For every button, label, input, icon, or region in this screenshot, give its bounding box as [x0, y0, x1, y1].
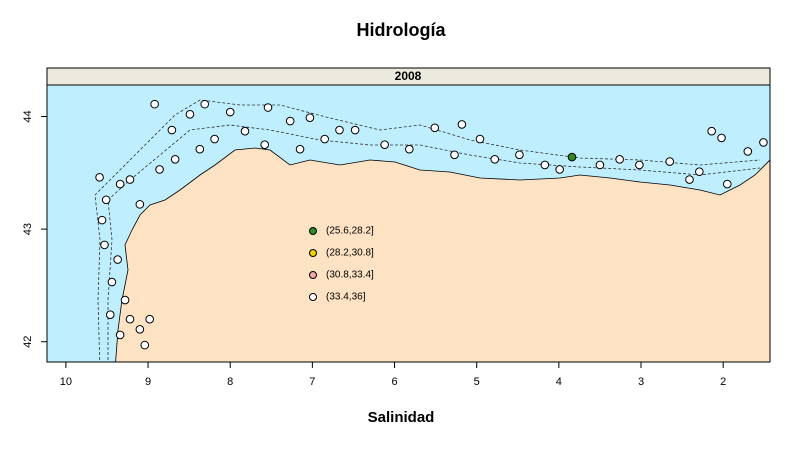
point: [722, 179, 732, 189]
point: [615, 155, 624, 164]
point: [170, 155, 180, 164]
chart-title: Hidrología: [357, 20, 447, 40]
point: [567, 152, 577, 162]
panel-label: 2008: [395, 69, 422, 83]
legend-marker: [309, 271, 317, 279]
point: [685, 175, 694, 184]
point: [107, 277, 117, 287]
point: [225, 107, 235, 117]
x-tick-label: 8: [227, 376, 233, 388]
point: [101, 195, 111, 205]
legend-marker: [309, 227, 317, 235]
point: [115, 330, 125, 340]
point: [200, 99, 210, 109]
point: [185, 109, 195, 119]
legend-label: (25.6,28.2]: [326, 226, 374, 237]
point: [95, 173, 104, 182]
point: [240, 126, 250, 136]
point: [113, 255, 122, 264]
point: [125, 175, 135, 184]
x-axis-label: Salinidad: [368, 409, 435, 426]
point: [145, 314, 154, 324]
x-tick-label: 9: [145, 376, 151, 388]
y-tick-label: 43: [22, 223, 34, 235]
point: [743, 147, 753, 156]
point: [457, 120, 467, 129]
x-tick-label: 10: [60, 376, 72, 388]
point: [475, 134, 485, 144]
point: [350, 125, 360, 135]
point: [759, 138, 768, 147]
point: [320, 134, 329, 144]
point: [115, 179, 125, 189]
point: [595, 160, 605, 170]
point: [430, 123, 440, 133]
point: [707, 126, 716, 136]
isobath: [107, 124, 761, 362]
point: [635, 160, 644, 170]
point: [380, 140, 389, 149]
legend-label: (33.4,36]: [326, 292, 366, 303]
legend-marker: [309, 293, 317, 301]
point: [135, 325, 145, 334]
x-tick-label: 2: [720, 376, 726, 388]
point: [305, 113, 315, 122]
point: [125, 314, 135, 324]
point: [335, 125, 344, 135]
point: [140, 340, 150, 350]
point: [97, 215, 107, 225]
point: [665, 157, 675, 166]
point: [515, 150, 524, 160]
x-tick-label: 5: [474, 376, 480, 388]
legend-label: (28.2,30.8]: [326, 248, 374, 259]
point: [135, 200, 145, 209]
point: [150, 99, 159, 109]
point: [260, 140, 270, 149]
legend-marker: [309, 249, 317, 257]
panel-border: [46, 84, 771, 363]
point: [717, 133, 726, 143]
x-tick-label: 7: [309, 376, 315, 388]
legend-label: (30.8,33.4]: [326, 270, 374, 281]
y-tick-label: 42: [22, 336, 34, 348]
x-tick-label: 6: [391, 376, 397, 388]
point: [195, 144, 205, 154]
point: [210, 134, 219, 144]
point: [155, 165, 164, 174]
x-tick-label: 3: [638, 376, 644, 388]
point: [167, 125, 177, 135]
point: [555, 165, 564, 174]
point: [100, 240, 109, 250]
map-layer: [94, 99, 770, 362]
point: [285, 116, 295, 126]
point: [105, 310, 115, 320]
point: [263, 103, 273, 112]
point: [450, 150, 459, 160]
point: [295, 144, 305, 154]
land: [115, 147, 770, 362]
x-tick-label: 4: [556, 376, 562, 388]
isobath: [94, 99, 761, 362]
point: [695, 167, 704, 177]
point: [120, 295, 130, 305]
y-tick-label: 44: [22, 110, 34, 122]
point: [540, 160, 550, 170]
point: [490, 155, 500, 164]
point: [405, 144, 414, 154]
